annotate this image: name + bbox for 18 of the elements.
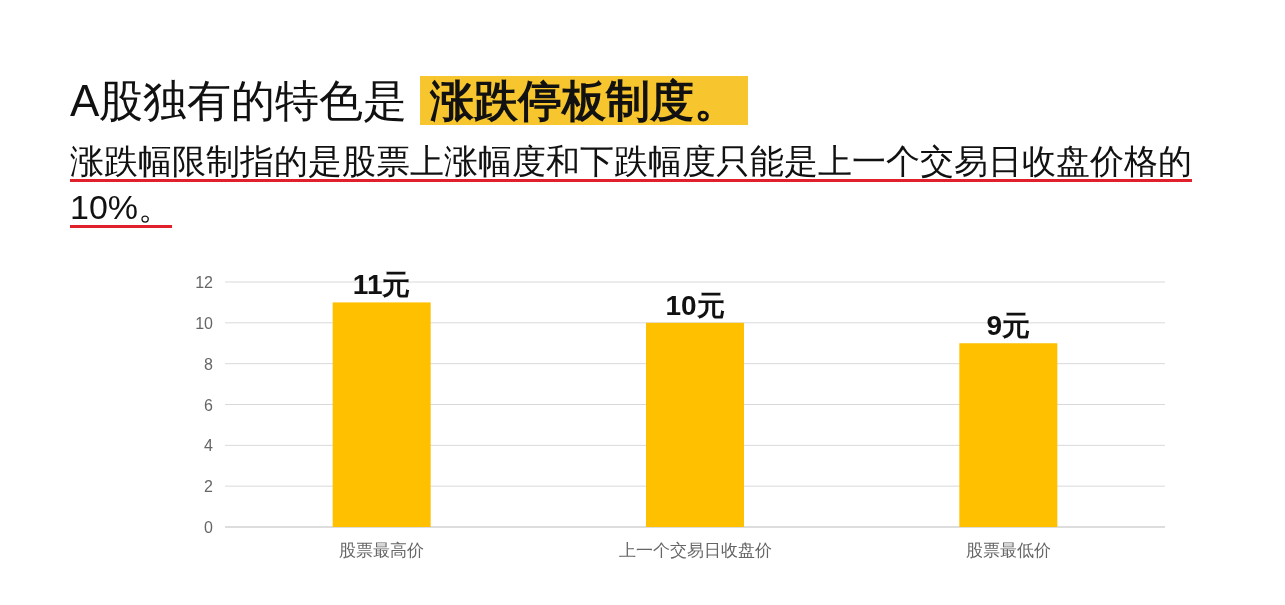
y-tick-label: 4 (204, 437, 214, 455)
data-label: 10元 (665, 289, 725, 321)
y-tick-label: 0 (204, 519, 214, 536)
x-tick-label: 股票最低价 (965, 541, 1051, 560)
x-tick-label: 上一个交易日收盘价 (618, 541, 772, 560)
y-tick-label: 10 (195, 314, 214, 332)
title: A股独有的特色是 涨跌停板制度。 (70, 72, 748, 131)
data-label: 9元 (986, 310, 1031, 342)
bar (332, 302, 431, 527)
bar (959, 343, 1058, 527)
data-label: 11元 (352, 269, 411, 301)
y-tick-label: 8 (204, 355, 214, 373)
subtitle: 涨跌幅限制指的是股票上涨幅度和下跌幅度只能是上一个交易日收盘价格的10%。 (70, 141, 1193, 228)
x-tick-label: 股票最高价 (339, 541, 425, 560)
y-tick-label: 6 (204, 396, 214, 414)
bar (646, 322, 744, 527)
y-tick-label: 2 (204, 478, 214, 496)
y-tick-label: 12 (195, 274, 214, 291)
